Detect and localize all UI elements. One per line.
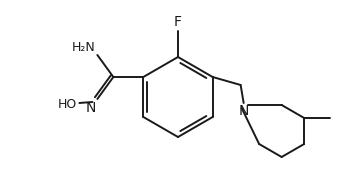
Text: HO: HO bbox=[58, 98, 77, 111]
Text: F: F bbox=[174, 15, 182, 29]
Text: N: N bbox=[238, 104, 249, 118]
Text: H₂N: H₂N bbox=[72, 41, 95, 54]
Text: N: N bbox=[86, 101, 96, 115]
